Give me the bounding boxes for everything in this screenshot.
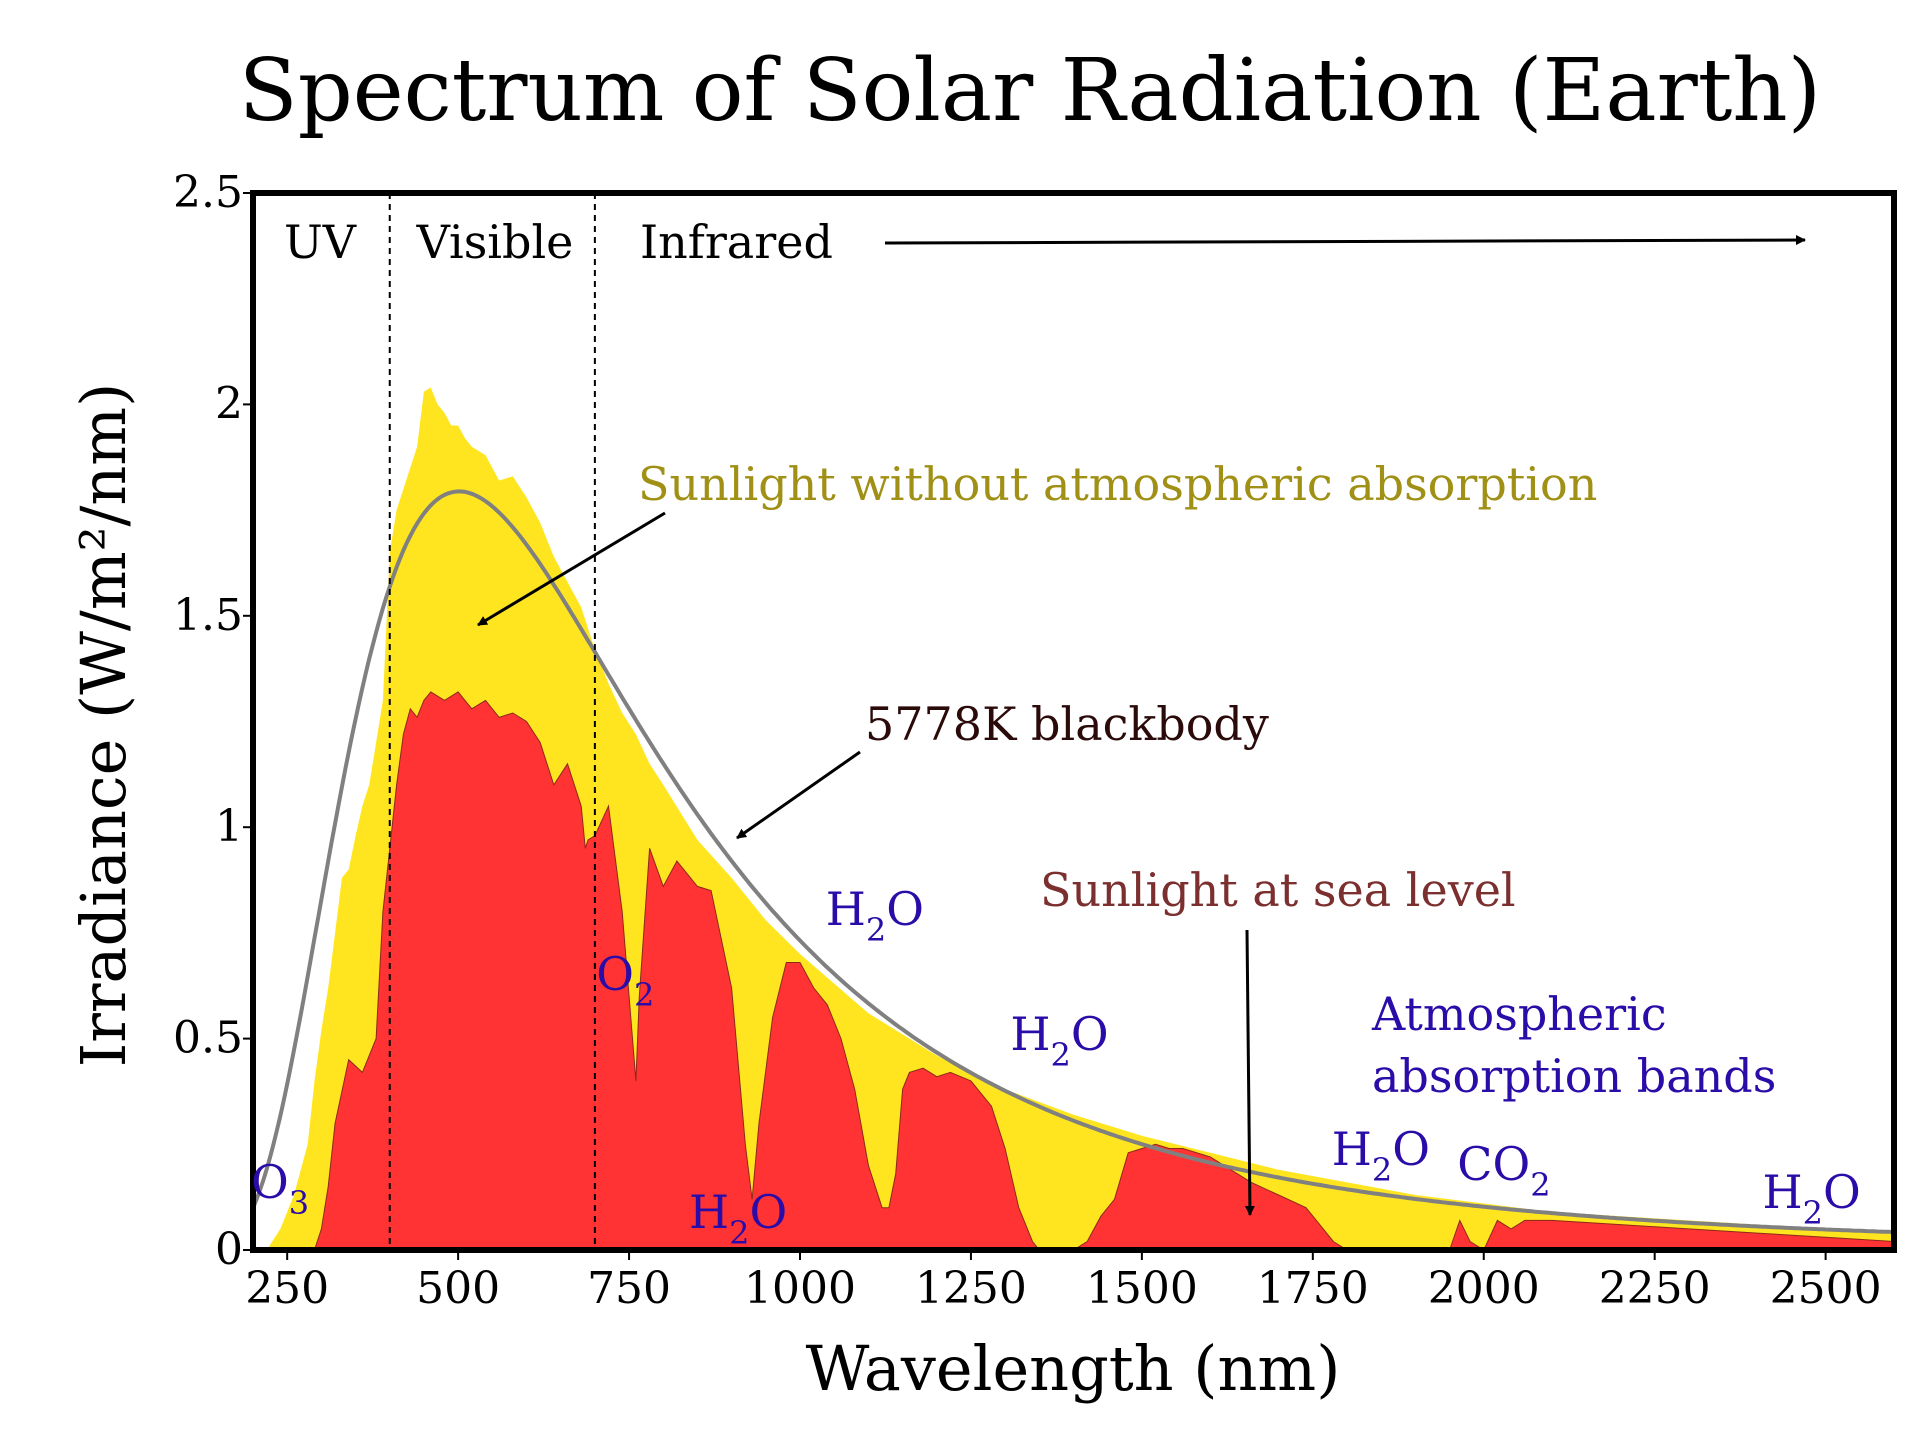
x-tick-label: 1250: [915, 1263, 1027, 1314]
arrow-without-atmosphere: [477, 511, 666, 627]
chart-title: Spectrum of Solar Radiation (Earth): [239, 41, 1821, 141]
region-label-uv: UV: [284, 215, 357, 269]
x-tick-label: 500: [416, 1263, 500, 1314]
region-label-visible: Visible: [416, 215, 574, 269]
label-sea-level: Sunlight at sea level: [1040, 863, 1516, 917]
x-tick-label: 2000: [1428, 1263, 1540, 1314]
x-tick-label: 250: [245, 1263, 329, 1314]
x-tick-label: 1750: [1257, 1263, 1369, 1314]
label-without-atmosphere: Sunlight without atmospheric absorption: [638, 457, 1597, 511]
molecule-label: H2O: [1332, 1122, 1430, 1189]
molecule-labels: O3 O2 H2O H2O H2O H2O CO2 H2O: [251, 882, 1861, 1252]
region-label-infrared: Infrared: [640, 215, 833, 269]
series-line-blackbody: [253, 489, 1894, 1235]
y-axis-label: Irradiance (W/m²/nm): [67, 383, 140, 1068]
arrow-blackbody: [736, 750, 861, 840]
y-tick-label: 1: [215, 801, 243, 852]
y-tick-label: 2.5: [173, 167, 243, 218]
y-axis-ticks: 0 0.5 1 1.5 2 2.5: [173, 167, 253, 1275]
molecule-label: O2: [596, 947, 654, 1014]
y-tick-label: 2: [215, 378, 243, 429]
molecule-label: H2O: [1010, 1007, 1108, 1074]
x-tick-label: 750: [587, 1263, 671, 1314]
x-axis-ticks: 250 500 750 1000 1250 1500 1750 2000 2250 2500: [245, 1250, 1882, 1314]
molecule-label: CO2: [1457, 1137, 1550, 1204]
series-area-sea-level: [313, 691, 1894, 1250]
molecule-label: H2O: [1763, 1165, 1861, 1232]
x-axis-label: Wavelength (nm): [806, 1332, 1341, 1405]
y-tick-label: 0: [215, 1224, 243, 1275]
x-tick-label: 1000: [744, 1263, 856, 1314]
arrow-sea-level: [1244, 929, 1255, 1216]
molecule-label: H2O: [826, 882, 924, 949]
x-tick-label: 2250: [1599, 1263, 1711, 1314]
plot-frame: [250, 190, 1897, 1253]
x-tick-label: 2500: [1770, 1263, 1882, 1314]
label-absorption-bands-line2: absorption bands: [1372, 1049, 1776, 1103]
plot-area: [253, 193, 1894, 1250]
x-tick-label: 1500: [1086, 1263, 1198, 1314]
molecule-label: H2O: [689, 1185, 787, 1252]
molecule-label: O3: [251, 1155, 309, 1222]
label-absorption-bands-line1: Atmospheric: [1371, 987, 1667, 1041]
label-blackbody: 5778K blackbody: [865, 697, 1269, 751]
y-tick-label: 0.5: [173, 1013, 243, 1064]
y-tick-label: 1.5: [173, 590, 243, 641]
infrared-arrow: [884, 235, 1806, 246]
